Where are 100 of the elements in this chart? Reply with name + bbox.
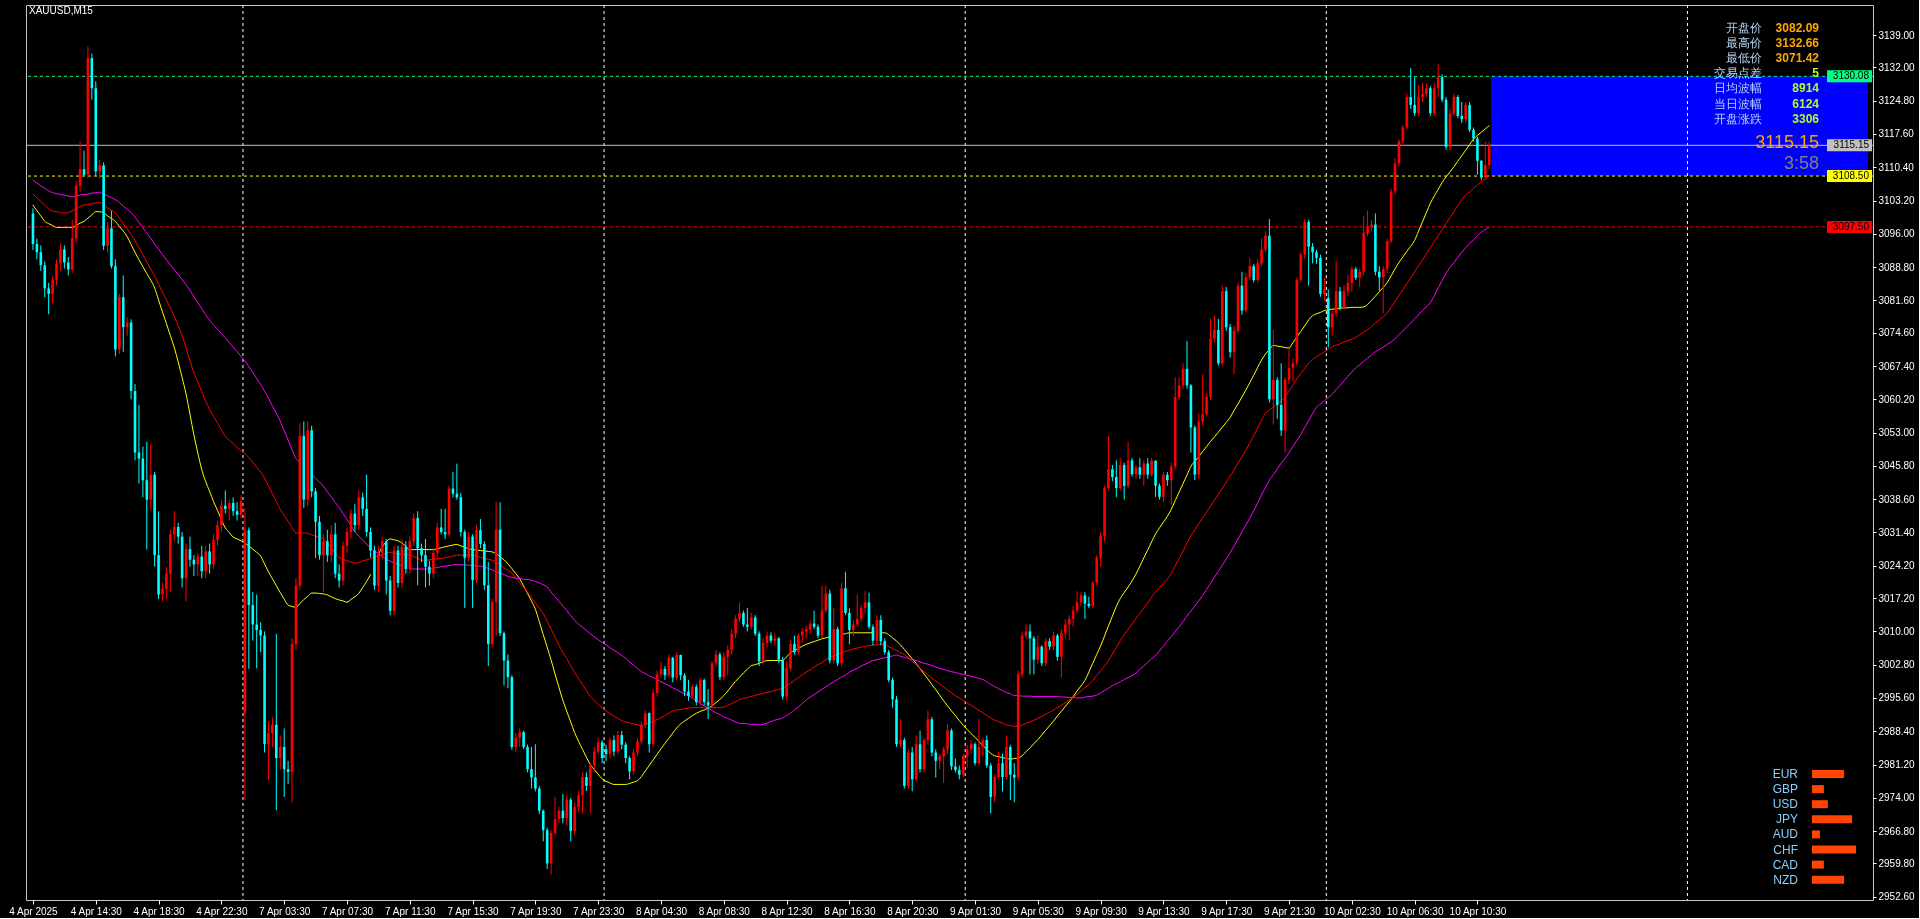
candlestick [1252, 263, 1255, 283]
candlestick [577, 790, 580, 813]
y-tick-label: 3024.20 [1878, 560, 1916, 572]
x-tick-label: 9 Apr 17:30 [1201, 905, 1253, 917]
y-tick-label: 3103.20 [1878, 195, 1916, 207]
x-tick-label: 4 Apr 2025 [9, 905, 59, 917]
y-tick-label: CAD [1772, 857, 1799, 872]
annotation: 开盘价 3082.09 [1726, 21, 1820, 35]
x-tick-label: 8 Apr 20:30 [887, 905, 939, 917]
candlestick [934, 748, 938, 778]
candlestick [1480, 159, 1483, 181]
y-tick-label: 3088.80 [1878, 261, 1916, 273]
y-tick-label: 3031.40 [1878, 526, 1916, 538]
bar [1812, 815, 1853, 824]
x-tick-label: 9 Apr 01:30 [949, 905, 1002, 917]
candlestick [1272, 329, 1275, 426]
ref-line-label: 3108.50 [1832, 170, 1870, 182]
x-tick-label: 9 Apr 21:30 [1263, 905, 1316, 917]
y-tick-label: 3110.40 [1878, 161, 1915, 173]
candlestick [1024, 623, 1028, 639]
bar [1812, 845, 1856, 854]
ref-line-label: 3115.15 [1833, 139, 1870, 151]
candlestick [98, 159, 101, 179]
candlestick [1091, 580, 1095, 609]
annotation: 3:58 [1783, 153, 1819, 173]
candlestick [1417, 84, 1420, 117]
x-tick-label: 10 Apr 10:30 [1449, 905, 1507, 917]
x-tick-label: 7 Apr 23:30 [573, 905, 625, 917]
candlestick [1381, 265, 1385, 314]
bar [1812, 875, 1845, 884]
x-tick-label: 7 Apr 03:30 [259, 905, 311, 917]
candlestick [1421, 82, 1424, 103]
x-tick-label: 4 Apr 14:30 [70, 905, 123, 917]
candlestick [1162, 471, 1165, 503]
candlestick [1260, 237, 1263, 267]
candlestick [1378, 265, 1381, 292]
ref-line-label: 3130.08 [1832, 70, 1870, 82]
y-tick-label: GBP [1772, 782, 1798, 797]
y-tick-label: USD [1772, 797, 1799, 812]
y-tick-label: 2952.60 [1878, 891, 1916, 903]
x-tick-label: 7 Apr 11:30 [385, 905, 436, 917]
candlestick [1044, 637, 1047, 667]
candlestick [1205, 392, 1208, 417]
candlestick [942, 746, 945, 784]
y-tick-label: 2995.60 [1878, 692, 1916, 704]
candlestick [1413, 76, 1416, 117]
candlestick [1256, 258, 1259, 283]
y-tick-label: 3038.60 [1878, 493, 1916, 505]
candlestick [855, 593, 859, 628]
y-tick-label: 3117.60 [1878, 128, 1915, 140]
text: 当日波幅 6124 [1714, 96, 1819, 111]
y-tick-label: 2959.80 [1878, 857, 1916, 869]
y-tick-label: EUR [1772, 767, 1799, 781]
candlestick [891, 677, 894, 709]
y-tick-label: 3010.00 [1878, 625, 1916, 637]
text: 日均波幅 8914 [1714, 81, 1819, 96]
x-tick-label: 8 Apr 04:30 [635, 905, 688, 917]
candlestick [259, 621, 262, 653]
candlestick [1213, 315, 1216, 343]
ref-line-label: 3097.50 [1832, 220, 1870, 232]
y-tick-label: NZD [1773, 872, 1799, 887]
candlestick [1146, 457, 1150, 480]
candlestick [1358, 268, 1361, 288]
candlestick [1107, 435, 1110, 491]
candlestick [412, 513, 416, 547]
candlestick [1056, 633, 1059, 662]
x-tick-label: 7 Apr 19:30 [510, 905, 562, 917]
x-tick-label: 9 Apr 09:30 [1075, 905, 1128, 917]
x-tick-label: 7 Apr 07:30 [321, 905, 374, 917]
y-tick-label: 3124.80 [1878, 95, 1916, 107]
candlestick [255, 593, 258, 669]
y-tick-label: 2966.80 [1878, 825, 1916, 837]
candlestick [1063, 618, 1067, 639]
candlestick [1001, 753, 1004, 792]
x-tick-label: 4 Apr 22:30 [196, 905, 248, 917]
x-tick-label: 4 Apr 18:30 [133, 905, 186, 917]
bar [1812, 800, 1828, 809]
candlestick [1476, 136, 1479, 176]
candlestick [1487, 140, 1491, 170]
y-tick-label: 3081.60 [1878, 294, 1916, 306]
candlestick [1099, 531, 1102, 568]
candlestick [271, 716, 274, 748]
candlestick [1409, 67, 1413, 110]
candlestick [278, 734, 282, 771]
x-tick-label: 10 Apr 06:30 [1386, 905, 1444, 917]
candlestick [1264, 231, 1267, 253]
candlestick [961, 753, 965, 778]
bar [1812, 770, 1845, 778]
y-tick-label: 3017.20 [1878, 592, 1916, 604]
y-tick-label: 3139.00 [1878, 29, 1916, 41]
candlestick [1323, 277, 1326, 302]
y-tick-label: 2988.40 [1878, 725, 1916, 737]
candlestick [899, 718, 902, 748]
candlestick [1142, 459, 1146, 487]
candlestick [541, 808, 545, 842]
candlestick [1150, 457, 1153, 478]
y-tick-label: 3002.80 [1878, 659, 1916, 671]
candlestick [1169, 462, 1173, 506]
bar [1812, 860, 1824, 869]
x-tick-label: 8 Apr 08:30 [698, 905, 751, 917]
